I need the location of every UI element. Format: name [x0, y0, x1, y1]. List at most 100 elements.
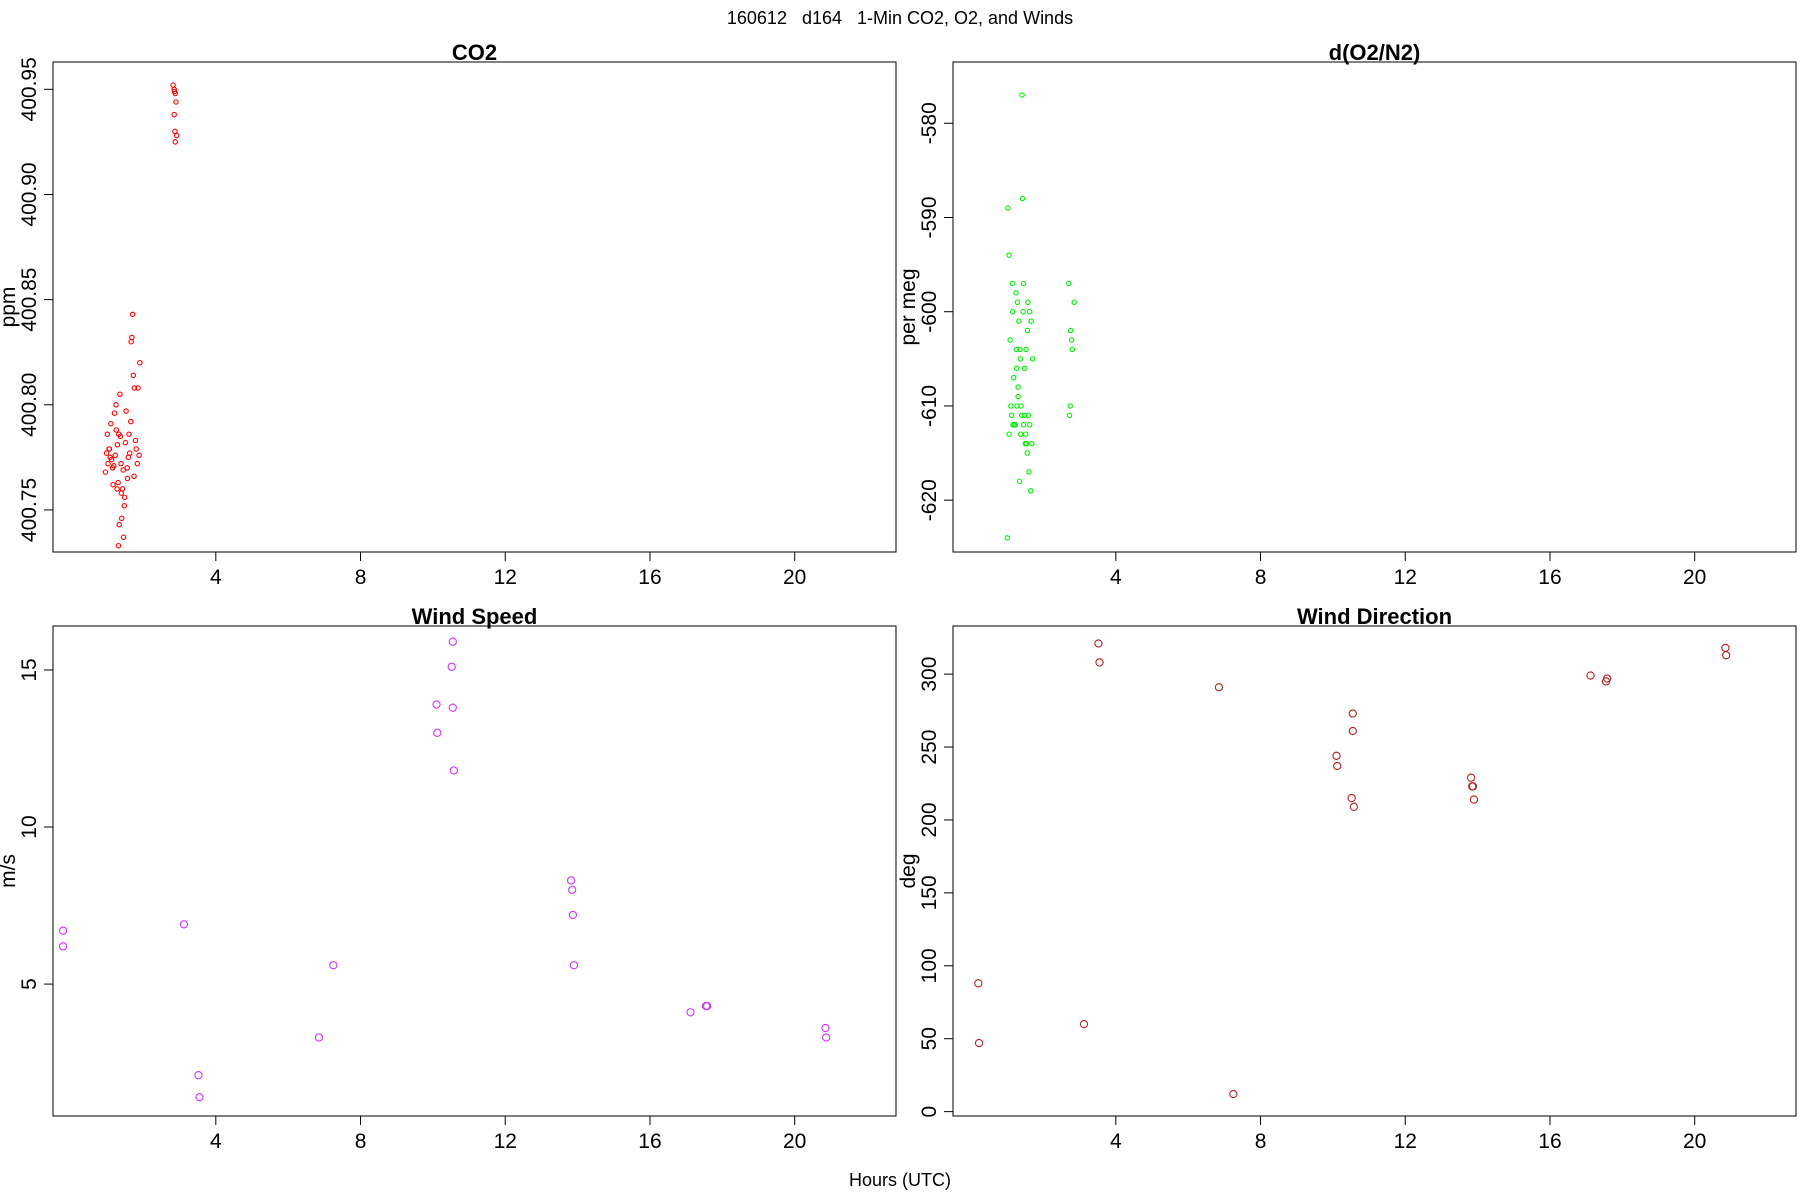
- wind_speed-point: [821, 1023, 830, 1033]
- co2-point: [118, 490, 125, 496]
- o2-point: [1023, 440, 1030, 447]
- o2-point: [1013, 290, 1019, 296]
- o2-x-tick-label: 16: [1538, 566, 1561, 589]
- wind_direction-point: [1602, 674, 1612, 683]
- co2-y-tick-label: 400.75: [18, 478, 41, 542]
- o2-x-tick-label: 20: [1683, 566, 1706, 589]
- wind_direction-y-tick-label: 150: [918, 875, 941, 910]
- co2-point: [172, 139, 179, 145]
- co2-point: [120, 467, 126, 473]
- wind_speed-x-tick-label: 4: [210, 1130, 222, 1153]
- wind_speed-point: [314, 1033, 324, 1042]
- co2-point: [115, 542, 122, 549]
- co2-point: [121, 502, 128, 509]
- o2-point: [1068, 337, 1075, 343]
- x-axis-label: Hours (UTC): [849, 1170, 951, 1190]
- o2-point: [1028, 318, 1034, 324]
- co2-point: [105, 460, 111, 467]
- wind_direction-point: [1333, 761, 1342, 771]
- o2-point: [1005, 205, 1011, 211]
- wind_speed-point: [195, 1093, 204, 1102]
- wind_direction-point: [1079, 1019, 1089, 1029]
- o2-point: [1017, 346, 1023, 353]
- co2-panel: CO2 4 8 12 16 20 400.75 400.80 400.85 400.90 400.9…: [0, 40, 897, 589]
- o2-point: [1019, 92, 1025, 98]
- wind_direction-point: [1229, 1089, 1238, 1099]
- co2-x-tick-label: 8: [355, 566, 367, 589]
- co2-y-axis-label: ppm: [0, 287, 20, 328]
- o2-point: [1023, 346, 1029, 353]
- o2-point: [1018, 412, 1025, 419]
- wind_direction-point: [974, 979, 983, 988]
- o2-y-tick-label: -600: [918, 291, 941, 333]
- wind_direction-x-tick-label: 20: [1683, 1130, 1706, 1153]
- wind_speed-y-axis-label: m/s: [0, 854, 20, 888]
- wind_direction-point: [1094, 639, 1103, 648]
- wind_direction-point: [1095, 658, 1104, 667]
- o2-point: [1022, 431, 1029, 437]
- o2-point: [1020, 308, 1026, 315]
- co2-point: [129, 311, 136, 318]
- co2-y-tick-label: 400.95: [18, 57, 41, 121]
- co2-point: [137, 359, 143, 366]
- wind_speed-point: [432, 700, 441, 709]
- o2-point: [1004, 535, 1011, 541]
- o2-point: [1015, 393, 1021, 400]
- wind-speed-panel: Wind Speed 4 8 12 16 20 5 10 15 m/s: [0, 604, 897, 1153]
- co2-point: [122, 439, 129, 446]
- wind_speed-plot-frame: [52, 625, 897, 1117]
- o2-y-axis-label: per meg: [897, 268, 920, 345]
- o2-point: [1029, 356, 1036, 362]
- page-title: 160612 d164 1-Min CO2, O2, and Winds: [726, 8, 1074, 28]
- o2-plot-frame: [952, 61, 1797, 553]
- co2-point: [118, 460, 124, 467]
- o2-point: [1014, 403, 1020, 409]
- o2-point: [1015, 384, 1021, 390]
- co2-point: [103, 450, 110, 456]
- wind_direction-x-tick-label: 8: [1255, 1130, 1267, 1153]
- wind_speed-point: [568, 910, 578, 920]
- wind_direction-point: [1722, 651, 1731, 660]
- co2-point: [108, 456, 115, 463]
- co2-point: [132, 437, 139, 444]
- o2-point: [1009, 308, 1016, 315]
- o2-x-tick-label: 12: [1394, 566, 1417, 589]
- wind_speed-x-tick-label: 12: [494, 1130, 517, 1153]
- co2-point: [126, 450, 133, 456]
- wind_direction-x-tick-label: 4: [1110, 1130, 1122, 1153]
- co2-point: [104, 431, 111, 437]
- o2-point: [1066, 280, 1072, 287]
- wind_direction-y-axis-label: deg: [897, 853, 920, 888]
- co2-point: [129, 334, 135, 341]
- co2-point: [131, 473, 137, 480]
- wind_direction-plot-frame: [952, 625, 1797, 1117]
- wind_direction-y-tick-label: 200: [918, 802, 941, 837]
- wind_direction-point: [1721, 643, 1730, 653]
- co2-y-tick-label: 400.90: [18, 162, 41, 226]
- o2-panel: d(O2/N2) 4 8 12 16 20 -620 -610 -600 -590 -580 per …: [897, 40, 1797, 589]
- wind_speed-point: [702, 1001, 712, 1011]
- co2-point: [112, 452, 118, 459]
- wind_speed-x-tick-label: 16: [638, 1130, 661, 1153]
- o2-point: [1025, 299, 1031, 306]
- o2-point: [1021, 365, 1028, 371]
- wind_speed-point: [569, 961, 579, 970]
- wind_speed-point: [58, 942, 68, 951]
- o2-point: [1024, 450, 1030, 456]
- o2-point: [1014, 299, 1021, 306]
- o2-y-tick-label: -590: [918, 196, 941, 238]
- o2-point: [1008, 412, 1015, 419]
- wind_speed-point: [447, 662, 456, 671]
- o2-point: [1009, 280, 1016, 287]
- wind_speed-point: [179, 920, 189, 929]
- wind_direction-y-tick-label: 50: [918, 1027, 941, 1050]
- co2-point: [124, 475, 131, 482]
- o2-point: [1026, 308, 1033, 315]
- co2-point: [110, 481, 116, 488]
- o2-point: [1017, 431, 1024, 437]
- co2-point: [171, 111, 177, 118]
- co2-point: [118, 515, 125, 522]
- o2-point: [1013, 365, 1020, 371]
- co2-point: [123, 408, 129, 414]
- co2-point: [133, 446, 139, 452]
